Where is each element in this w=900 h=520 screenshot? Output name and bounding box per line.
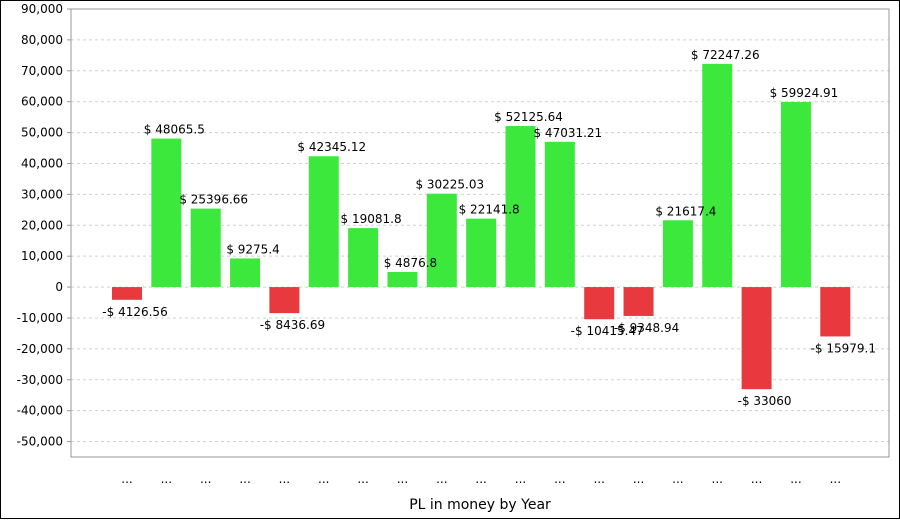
bar-value-label: $ 9275.4: [226, 242, 279, 256]
bar-negative[interactable]: [741, 287, 772, 390]
x-tick-label: ...: [475, 472, 486, 486]
bar-value-label: -$ 4126.56: [102, 305, 167, 319]
bar-value-label: $ 21617.4: [655, 204, 716, 218]
bars: [112, 63, 851, 390]
bar-positive[interactable]: [151, 138, 182, 288]
x-tick-label: ...: [712, 472, 723, 486]
y-tick-label: 60,000: [21, 95, 63, 109]
bar-positive[interactable]: [544, 141, 575, 288]
bar-value-label: $ 19081.8: [341, 212, 402, 226]
y-tick-label: 20,000: [21, 218, 63, 232]
bar-positive[interactable]: [230, 258, 261, 288]
x-tick-label: ...: [593, 472, 604, 486]
bar-value-label: $ 30225.03: [415, 178, 484, 192]
bar-value-label: -$ 8436.69: [260, 318, 325, 332]
bar-value-label: -$ 9348.94: [614, 321, 679, 335]
y-axis-tick-labels: 90,000 80,000 70,000 60,000 50,000 40,000 30,0…: [17, 2, 63, 449]
bar-value-label: $ 4876.8: [384, 256, 437, 270]
y-tick-label: 90,000: [21, 2, 63, 16]
y-tick-label: 70,000: [21, 64, 63, 78]
x-tick-label: ...: [200, 472, 211, 486]
x-tick-label: ...: [515, 472, 526, 486]
y-tick-label: 40,000: [21, 156, 63, 170]
y-tick-label: 30,000: [21, 187, 63, 201]
bar-positive[interactable]: [662, 220, 693, 288]
y-tick-label: 50,000: [21, 126, 63, 140]
x-tick-label: ...: [672, 472, 683, 486]
bar-positive[interactable]: [308, 156, 339, 288]
y-tick-label: 10,000: [21, 249, 63, 263]
x-tick-label: ...: [121, 472, 132, 486]
bar-negative[interactable]: [112, 287, 142, 300]
bar-value-label: $ 59924.91: [770, 86, 839, 100]
bar-negative[interactable]: [584, 287, 615, 320]
bar-value-label: $ 72247.26: [691, 48, 760, 62]
x-tick-label: ...: [239, 472, 250, 486]
bar-positive[interactable]: [702, 63, 733, 288]
x-tick-label: ...: [633, 472, 644, 486]
bar-value-label: $ 42345.12: [297, 140, 366, 154]
bar-value-label: $ 48065.5: [144, 123, 205, 137]
bar-value-label: $ 25396.66: [179, 193, 248, 207]
bar-positive[interactable]: [190, 208, 221, 288]
plot-area-border: [70, 8, 890, 458]
x-tick-label: ...: [830, 472, 841, 486]
x-tick-label: ...: [318, 472, 329, 486]
bar-value-label: $ 52125.64: [494, 110, 563, 124]
bar-value-label: $ 22141.8: [459, 203, 520, 217]
x-tick-label: ...: [357, 472, 368, 486]
y-tick-label: -20,000: [17, 342, 63, 356]
data-labels: -$ 4126.56 $ 48065.5 $ 25396.66 $ 9275.4 -$ …: [102, 48, 876, 408]
bar-negative[interactable]: [820, 287, 851, 337]
bar-positive[interactable]: [505, 126, 536, 288]
bar-value-label: -$ 15979.1: [811, 341, 876, 355]
x-tick-label: ...: [279, 472, 290, 486]
bar-positive[interactable]: [466, 218, 497, 288]
y-tick-label: -40,000: [17, 404, 63, 418]
x-tick-label: ...: [397, 472, 408, 486]
x-tick-label: ...: [751, 472, 762, 486]
y-tick-label: -50,000: [17, 435, 63, 449]
x-axis-tick-labels: ........................................…: [121, 472, 841, 486]
x-tick-label: ...: [436, 472, 447, 486]
x-tick-label: ...: [161, 472, 172, 486]
x-axis-title: PL in money by Year: [409, 497, 551, 513]
x-tick-label: ...: [790, 472, 801, 486]
bar-positive[interactable]: [426, 193, 457, 288]
y-tick-label: 0: [55, 280, 63, 294]
bar-value-label: -$ 10415.47: [571, 324, 644, 338]
y-tick-label: 80,000: [21, 33, 63, 47]
bar-value-label: -$ 33060: [738, 394, 792, 408]
bar-positive[interactable]: [348, 228, 379, 288]
bar-negative[interactable]: [623, 287, 654, 316]
bar-value-label: $ 47031.21: [533, 126, 602, 140]
x-tick-label: ...: [554, 472, 565, 486]
bar-positive[interactable]: [387, 272, 418, 288]
y-tick-label: -30,000: [17, 373, 63, 387]
y-tick-label: -10,000: [17, 311, 63, 325]
bar-negative[interactable]: [269, 287, 300, 314]
bar-positive[interactable]: [780, 101, 811, 288]
